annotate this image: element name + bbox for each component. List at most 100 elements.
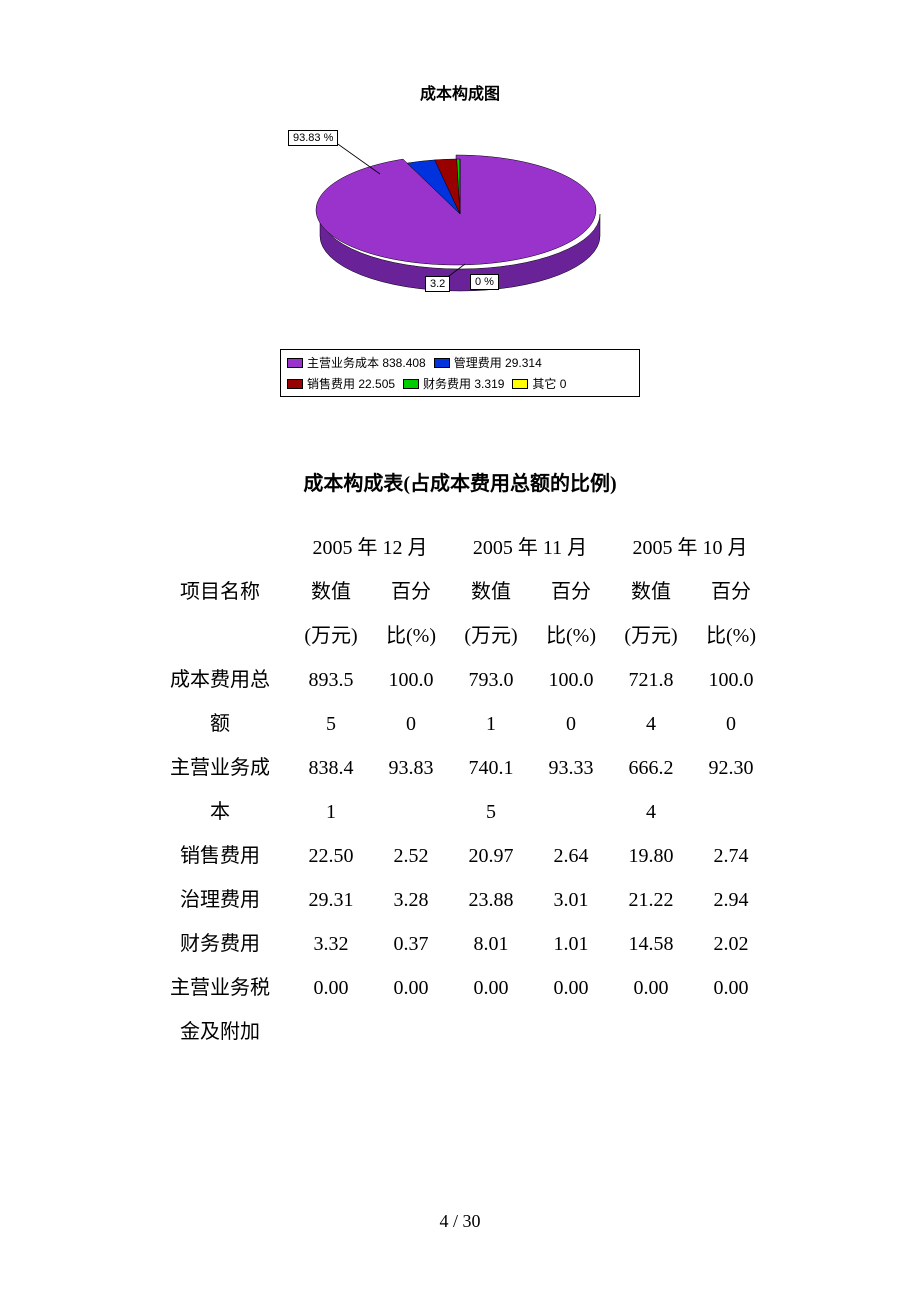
table-title: 成本构成表(占成本费用总额的比例) — [303, 467, 616, 496]
legend-label: 管理费用 29.314 — [454, 354, 542, 371]
legend-item: 管理费用 29.314 — [434, 354, 542, 371]
table-cell — [532, 1010, 610, 1054]
table-cell: 5 — [450, 790, 532, 834]
table-cell: 0.00 — [450, 966, 532, 1010]
legend-swatch — [434, 358, 450, 368]
cost-table: 2005 年 12 月 2005 年 11 月 2005 年 10 月 项目名称… — [150, 526, 770, 1054]
table-cell: 666.2 — [610, 746, 692, 790]
table-cell: 740.1 — [450, 746, 532, 790]
legend-swatch — [403, 379, 419, 389]
table-cell: 100.0 — [372, 658, 450, 702]
table-cell: 1 — [450, 702, 532, 746]
table-cell — [372, 1010, 450, 1054]
table-cell: 0 — [372, 702, 450, 746]
header-val: 数值 — [450, 570, 532, 614]
table-cell: 金及附加 — [150, 1010, 290, 1054]
table-cell: 0.00 — [610, 966, 692, 1010]
table-cell: 93.83 — [372, 746, 450, 790]
pie-legend: 主营业务成本 838.408 管理费用 29.314 销售费用 22.505 财务费用… — [280, 349, 640, 397]
header-val: 数值 — [290, 570, 372, 614]
table-cell: 0.00 — [372, 966, 450, 1010]
legend-label: 主营业务成本 838.408 — [307, 354, 426, 371]
table-cell: 8.01 — [450, 922, 532, 966]
table-cell: 4 — [610, 790, 692, 834]
header-pct-unit: 比(%) — [372, 614, 450, 658]
pie-chart: 93.83 % 3.2 0 % — [280, 124, 640, 304]
table-cell: 2.94 — [692, 878, 770, 922]
legend-item: 主营业务成本 838.408 — [287, 354, 426, 371]
table-cell: 721.8 — [610, 658, 692, 702]
table-cell: 主营业务税 — [150, 966, 290, 1010]
table-header-row1: 项目名称 数值 百分 数值 百分 数值 百分 — [150, 570, 770, 614]
table-cell: 0.00 — [692, 966, 770, 1010]
table-cell: 治理费用 — [150, 878, 290, 922]
table-cell: 2.02 — [692, 922, 770, 966]
pie-callout-main: 93.83 % — [288, 130, 338, 146]
header-pct: 百分 — [532, 570, 610, 614]
table-cell: 3.01 — [532, 878, 610, 922]
table-cell: 93.33 — [532, 746, 610, 790]
table-cell: 2.74 — [692, 834, 770, 878]
table-row: 主营业务成838.493.83740.193.33666.292.30 — [150, 746, 770, 790]
table-cell — [290, 1010, 372, 1054]
legend-label: 销售费用 22.505 — [307, 375, 395, 392]
period-3: 2005 年 10 月 — [610, 526, 770, 570]
legend-item: 销售费用 22.505 — [287, 375, 395, 392]
table-cell: 本 — [150, 790, 290, 834]
table-cell: 23.88 — [450, 878, 532, 922]
table-cell: 3.32 — [290, 922, 372, 966]
table-row: 销售费用22.502.5220.972.6419.802.74 — [150, 834, 770, 878]
pie-callout-small2: 0 % — [470, 274, 499, 290]
table-header-row2: (万元) 比(%) (万元) 比(%) (万元) 比(%) — [150, 614, 770, 658]
table-cell — [532, 790, 610, 834]
header-pct: 百分 — [372, 570, 450, 614]
table-cell: 100.0 — [532, 658, 610, 702]
table-cell: 100.0 — [692, 658, 770, 702]
legend-item: 财务费用 3.319 — [403, 375, 504, 392]
table-cell — [610, 1010, 692, 1054]
period-1: 2005 年 12 月 — [290, 526, 450, 570]
header-val-unit: (万元) — [450, 614, 532, 658]
table-cell: 21.22 — [610, 878, 692, 922]
pie-svg — [280, 124, 640, 304]
header-val-unit: (万元) — [290, 614, 372, 658]
pie-callout-small1: 3.2 — [425, 276, 450, 292]
header-pct-unit: 比(%) — [532, 614, 610, 658]
table-period-row: 2005 年 12 月 2005 年 11 月 2005 年 10 月 — [150, 526, 770, 570]
table-cell: 0 — [692, 702, 770, 746]
table-cell: 19.80 — [610, 834, 692, 878]
table-cell — [372, 790, 450, 834]
table-cell: 0 — [532, 702, 610, 746]
table-row: 财务费用3.320.378.011.0114.582.02 — [150, 922, 770, 966]
table-cell — [692, 1010, 770, 1054]
table-cell: 2.52 — [372, 834, 450, 878]
table-cell: 3.28 — [372, 878, 450, 922]
table-cell: 销售费用 — [150, 834, 290, 878]
table-cell: 0.37 — [372, 922, 450, 966]
table-cell: 成本费用总 — [150, 658, 290, 702]
table-cell: 20.97 — [450, 834, 532, 878]
chart-title: 成本构成图 — [420, 80, 500, 104]
legend-swatch — [512, 379, 528, 389]
header-val-unit: (万元) — [610, 614, 692, 658]
header-val: 数值 — [610, 570, 692, 614]
table-row: 主营业务税0.000.000.000.000.000.00 — [150, 966, 770, 1010]
table-cell: 14.58 — [610, 922, 692, 966]
table-section: 成本构成表(占成本费用总额的比例) 2005 年 12 月 2005 年 11 … — [0, 467, 920, 1054]
table-row: 治理费用29.313.2823.883.0121.222.94 — [150, 878, 770, 922]
table-cell: 793.0 — [450, 658, 532, 702]
table-cell: 财务费用 — [150, 922, 290, 966]
header-name: 项目名称 — [150, 570, 290, 614]
legend-item: 其它 0 — [512, 375, 566, 392]
table-cell — [450, 1010, 532, 1054]
page-number: 4 / 30 — [0, 1211, 920, 1232]
legend-label: 其它 0 — [532, 375, 566, 392]
table-cell: 4 — [610, 702, 692, 746]
table-cell: 0.00 — [532, 966, 610, 1010]
table-cell — [692, 790, 770, 834]
table-cell: 29.31 — [290, 878, 372, 922]
table-row: 本154 — [150, 790, 770, 834]
table-cell: 主营业务成 — [150, 746, 290, 790]
table-cell: 838.4 — [290, 746, 372, 790]
period-2: 2005 年 11 月 — [450, 526, 610, 570]
